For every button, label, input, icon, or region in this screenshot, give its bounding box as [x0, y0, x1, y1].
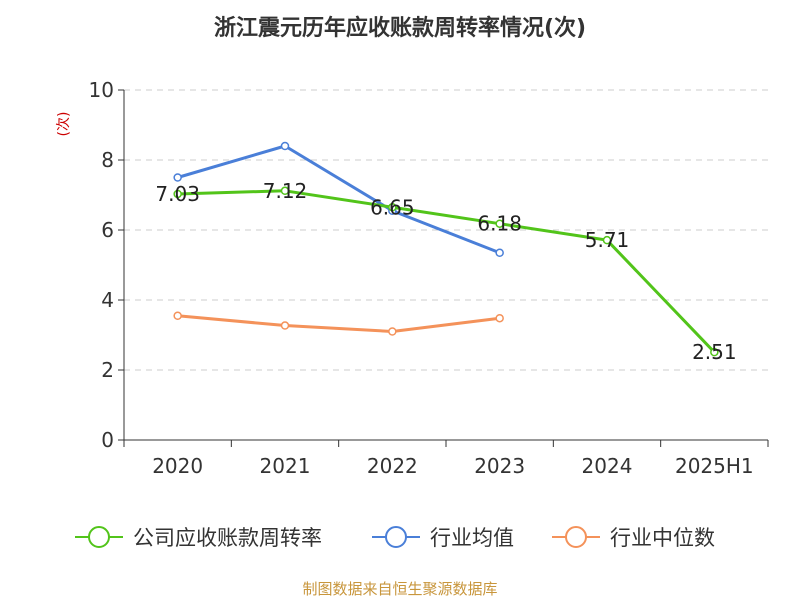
legend-marker [385, 526, 407, 548]
data-point [280, 141, 290, 151]
data-point [388, 327, 397, 336]
data-point [495, 219, 504, 228]
data-label: 5.71 [585, 228, 630, 252]
y-tick-label: 4 [101, 288, 114, 312]
x-tick-label: 2021 [260, 454, 311, 478]
x-tick-label: 2020 [152, 454, 203, 478]
axes: 0 2 4 6 8 10 2020 2021 2022 2023 2024 2025H1 [89, 78, 769, 478]
x-tick-label: 2022 [367, 454, 418, 478]
data-label: 7.03 [155, 182, 200, 206]
series-line [177, 189, 716, 354]
data-labels: 7.03 7.12 6.65 6.18 5.71 2.51 [155, 179, 736, 364]
chart-title: 浙江震元历年应收账款周转率情况(次) [214, 15, 586, 41]
series-line [177, 144, 501, 255]
data-point [388, 203, 397, 212]
data-label: 6.65 [370, 195, 415, 219]
legend-label: 公司应收账款周转率 [133, 526, 322, 550]
data-point [173, 311, 182, 320]
legend: 公司应收账款周转率 行业均值 行业中位数 [75, 526, 715, 550]
y-tick-label: 0 [101, 428, 114, 452]
data-point [495, 248, 504, 257]
data-point [280, 186, 290, 196]
data-point [173, 173, 182, 182]
legend-label: 行业均值 [430, 526, 514, 550]
series-line [177, 314, 500, 333]
series-lines [173, 141, 719, 357]
source-note: 制图数据来自恒生聚源数据库 [302, 580, 497, 598]
legend-marker [88, 526, 110, 548]
grid-lines [124, 89, 768, 371]
x-tick-label: 2023 [474, 454, 525, 478]
x-tick-label: 2024 [582, 454, 633, 478]
data-point [710, 347, 719, 357]
data-point [280, 321, 290, 330]
y-tick-label: 6 [101, 218, 114, 242]
y-tick-label: 8 [101, 148, 114, 172]
data-point [602, 235, 612, 245]
y-tick-label: 10 [89, 78, 114, 102]
legend-label: 行业中位数 [610, 526, 715, 550]
data-label: 7.12 [263, 179, 308, 203]
data-label: 2.51 [692, 340, 737, 364]
data-label: 6.18 [477, 212, 522, 236]
y-axis-label: (次) [56, 112, 72, 137]
data-point [495, 313, 504, 323]
y-tick-label: 2 [101, 358, 114, 382]
data-point [173, 189, 182, 199]
x-tick-label: 2025H1 [675, 454, 754, 478]
legend-marker [565, 526, 587, 548]
